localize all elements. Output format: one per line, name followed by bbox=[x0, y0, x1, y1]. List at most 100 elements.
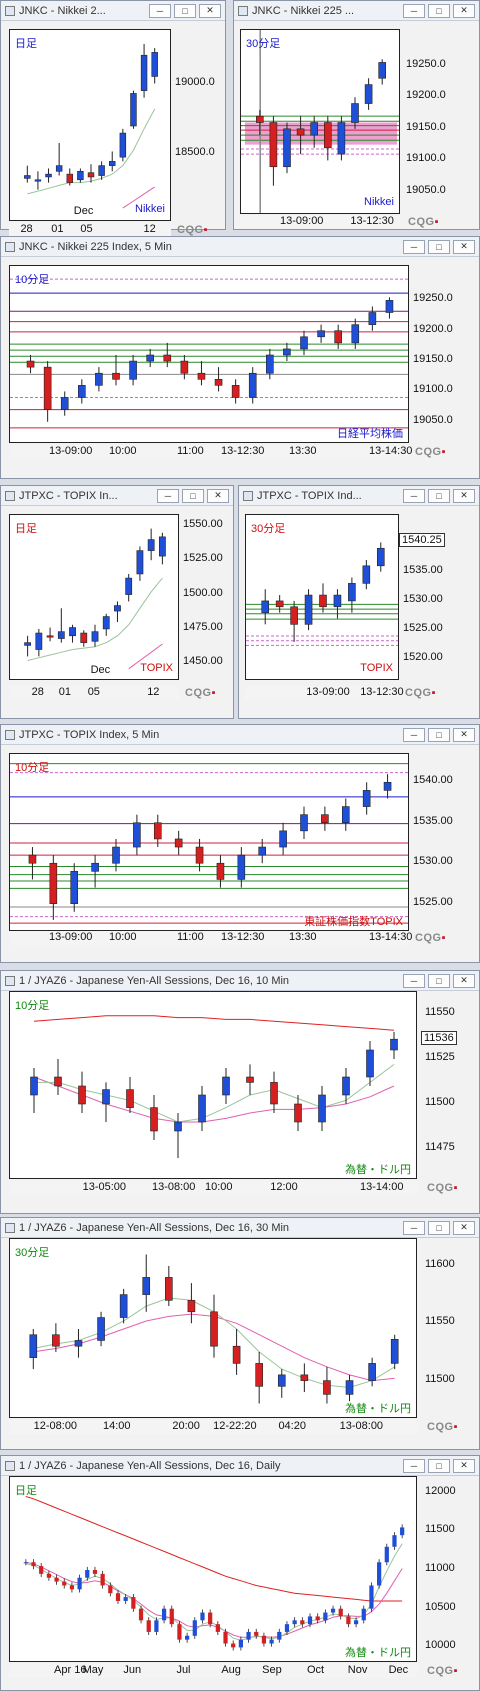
y-tick-label: 19250.0 bbox=[406, 57, 446, 70]
window-icon bbox=[5, 729, 15, 740]
chart-window-topix-30min[interactable]: JTPXC - TOPIX Ind... ─ □ ✕ 30分足 TOPIX 1540.25 1… bbox=[238, 485, 480, 719]
maximize-button[interactable]: □ bbox=[428, 488, 450, 503]
candle bbox=[270, 1071, 278, 1113]
minimize-button[interactable]: ─ bbox=[157, 488, 179, 503]
candle bbox=[31, 1559, 36, 1570]
close-button[interactable]: ✕ bbox=[453, 1220, 475, 1235]
candle bbox=[361, 1605, 366, 1624]
close-button[interactable]: ✕ bbox=[453, 488, 475, 503]
close-button[interactable]: ✕ bbox=[453, 239, 475, 254]
minimize-button[interactable]: ─ bbox=[403, 727, 425, 742]
x-axis-bar bbox=[9, 223, 171, 237]
candle bbox=[54, 1574, 59, 1585]
maximize-button[interactable]: □ bbox=[174, 3, 196, 18]
candle bbox=[45, 168, 52, 183]
close-button[interactable]: ✕ bbox=[207, 488, 229, 503]
candle bbox=[290, 600, 298, 642]
candle bbox=[231, 1640, 236, 1651]
logo-text: CQG bbox=[177, 224, 204, 236]
candle bbox=[35, 628, 43, 657]
chart-svg bbox=[10, 278, 408, 429]
minimize-button[interactable]: ─ bbox=[403, 488, 425, 503]
candle bbox=[163, 342, 172, 368]
y-tick-label: 1525.00 bbox=[403, 622, 443, 635]
y-tick-label: 11500 bbox=[425, 1372, 455, 1385]
x-axis-bar bbox=[9, 1420, 417, 1434]
x-tick-label: 13-09:00 bbox=[49, 445, 93, 457]
candle bbox=[307, 1613, 313, 1628]
close-button[interactable]: ✕ bbox=[453, 1458, 475, 1473]
maximize-button[interactable]: □ bbox=[428, 239, 450, 254]
candle bbox=[23, 1559, 28, 1566]
plot-area[interactable] bbox=[9, 514, 179, 680]
chart-window-nikkei-daily[interactable]: JNKC - Nikkei 2... ─ □ ✕ 日足 Nikkei 19000.0 1850… bbox=[0, 0, 226, 237]
maximize-button[interactable]: □ bbox=[428, 973, 450, 988]
candle bbox=[383, 774, 392, 799]
x-axis-bar bbox=[9, 1181, 417, 1195]
candle bbox=[348, 577, 356, 613]
plot-area[interactable] bbox=[9, 991, 417, 1179]
plot-area[interactable] bbox=[245, 514, 399, 680]
minimize-button[interactable]: ─ bbox=[403, 239, 425, 254]
close-button[interactable]: ✕ bbox=[199, 3, 221, 18]
close-button[interactable]: ✕ bbox=[453, 727, 475, 742]
minimize-button[interactable]: ─ bbox=[403, 1220, 425, 1235]
x-tick-label: 13-14:00 bbox=[360, 1181, 404, 1193]
x-tick-label: 20:00 bbox=[172, 1420, 200, 1432]
window-title: 1 / JYAZ6 - Japanese Yen-All Sessions, D… bbox=[19, 1221, 290, 1234]
cqg-logo: CQG▪ bbox=[427, 1182, 458, 1194]
moving-average-pink bbox=[25, 1561, 403, 1638]
candle bbox=[277, 1628, 282, 1643]
plot-area[interactable] bbox=[9, 1476, 417, 1662]
close-button[interactable]: ✕ bbox=[453, 3, 475, 18]
candle bbox=[78, 379, 86, 404]
logo-mark-icon: ▪ bbox=[441, 446, 446, 458]
y-tick-label: 19250.0 bbox=[413, 292, 453, 305]
maximize-button[interactable]: □ bbox=[428, 727, 450, 742]
candle bbox=[275, 595, 284, 613]
chart-window-topix-10min[interactable]: JTPXC - TOPIX Index, 5 Min ─ □ ✕ 10分足 東証株価指数T… bbox=[0, 724, 480, 963]
x-tick-label: 10:00 bbox=[205, 1181, 233, 1193]
close-button[interactable]: ✕ bbox=[453, 973, 475, 988]
candle bbox=[377, 1559, 382, 1589]
candle bbox=[39, 1563, 44, 1577]
candle bbox=[296, 116, 305, 155]
candle bbox=[108, 1582, 113, 1597]
plot-area[interactable] bbox=[240, 29, 400, 214]
candle bbox=[300, 806, 308, 839]
minimize-button[interactable]: ─ bbox=[149, 3, 171, 18]
logo-mark-icon: ▪ bbox=[453, 1665, 458, 1677]
chart-window-yen-30min[interactable]: 1 / JYAZ6 - Japanese Yen-All Sessions, D… bbox=[0, 1217, 480, 1450]
candle bbox=[255, 1351, 263, 1404]
candle bbox=[283, 122, 291, 174]
chart-window-yen-daily[interactable]: 1 / JYAZ6 - Japanese Yen-All Sessions, D… bbox=[0, 1455, 480, 1691]
chart-window-topix-daily[interactable]: JTPXC - TOPIX In... ─ □ ✕ 日足 TOPIX 1550.00 1525… bbox=[0, 485, 234, 719]
candle bbox=[364, 78, 373, 110]
minimize-button[interactable]: ─ bbox=[403, 3, 425, 18]
y-tick-label: 19100.0 bbox=[413, 383, 453, 396]
plot-area[interactable] bbox=[9, 753, 409, 931]
plot-area[interactable] bbox=[9, 265, 409, 443]
maximize-button[interactable]: □ bbox=[182, 488, 204, 503]
candle bbox=[154, 1617, 159, 1636]
y-tick-label: 1535.00 bbox=[403, 563, 443, 576]
candle bbox=[300, 1617, 305, 1628]
candle bbox=[341, 798, 350, 831]
x-tick-label: 10:00 bbox=[109, 931, 137, 943]
title-bar: 1 / JYAZ6 - Japanese Yen-All Sessions, D… bbox=[1, 1218, 479, 1238]
plot-area[interactable] bbox=[9, 29, 171, 221]
x-tick-label: Oct bbox=[307, 1664, 325, 1676]
price-zone bbox=[245, 122, 397, 145]
maximize-button[interactable]: □ bbox=[428, 1220, 450, 1235]
candle bbox=[87, 164, 95, 183]
candle bbox=[187, 1283, 196, 1324]
minimize-button[interactable]: ─ bbox=[403, 973, 425, 988]
maximize-button[interactable]: □ bbox=[428, 1458, 450, 1473]
chart-window-yen-10min[interactable]: 1 / JYAZ6 - Japanese Yen-All Sessions, D… bbox=[0, 970, 480, 1214]
chart-window-nikkei-10min[interactable]: JNKC - Nikkei 225 Index, 5 Min ─ □ ✕ 10分足 日経平… bbox=[0, 236, 480, 479]
minimize-button[interactable]: ─ bbox=[403, 1458, 425, 1473]
plot-area[interactable] bbox=[9, 1238, 417, 1418]
candle bbox=[34, 171, 42, 190]
maximize-button[interactable]: □ bbox=[428, 3, 450, 18]
chart-window-nikkei-30min[interactable]: JNKC - Nikkei 225 ... ─ □ ✕ 30分足 Nikkei 19250.… bbox=[233, 0, 480, 230]
